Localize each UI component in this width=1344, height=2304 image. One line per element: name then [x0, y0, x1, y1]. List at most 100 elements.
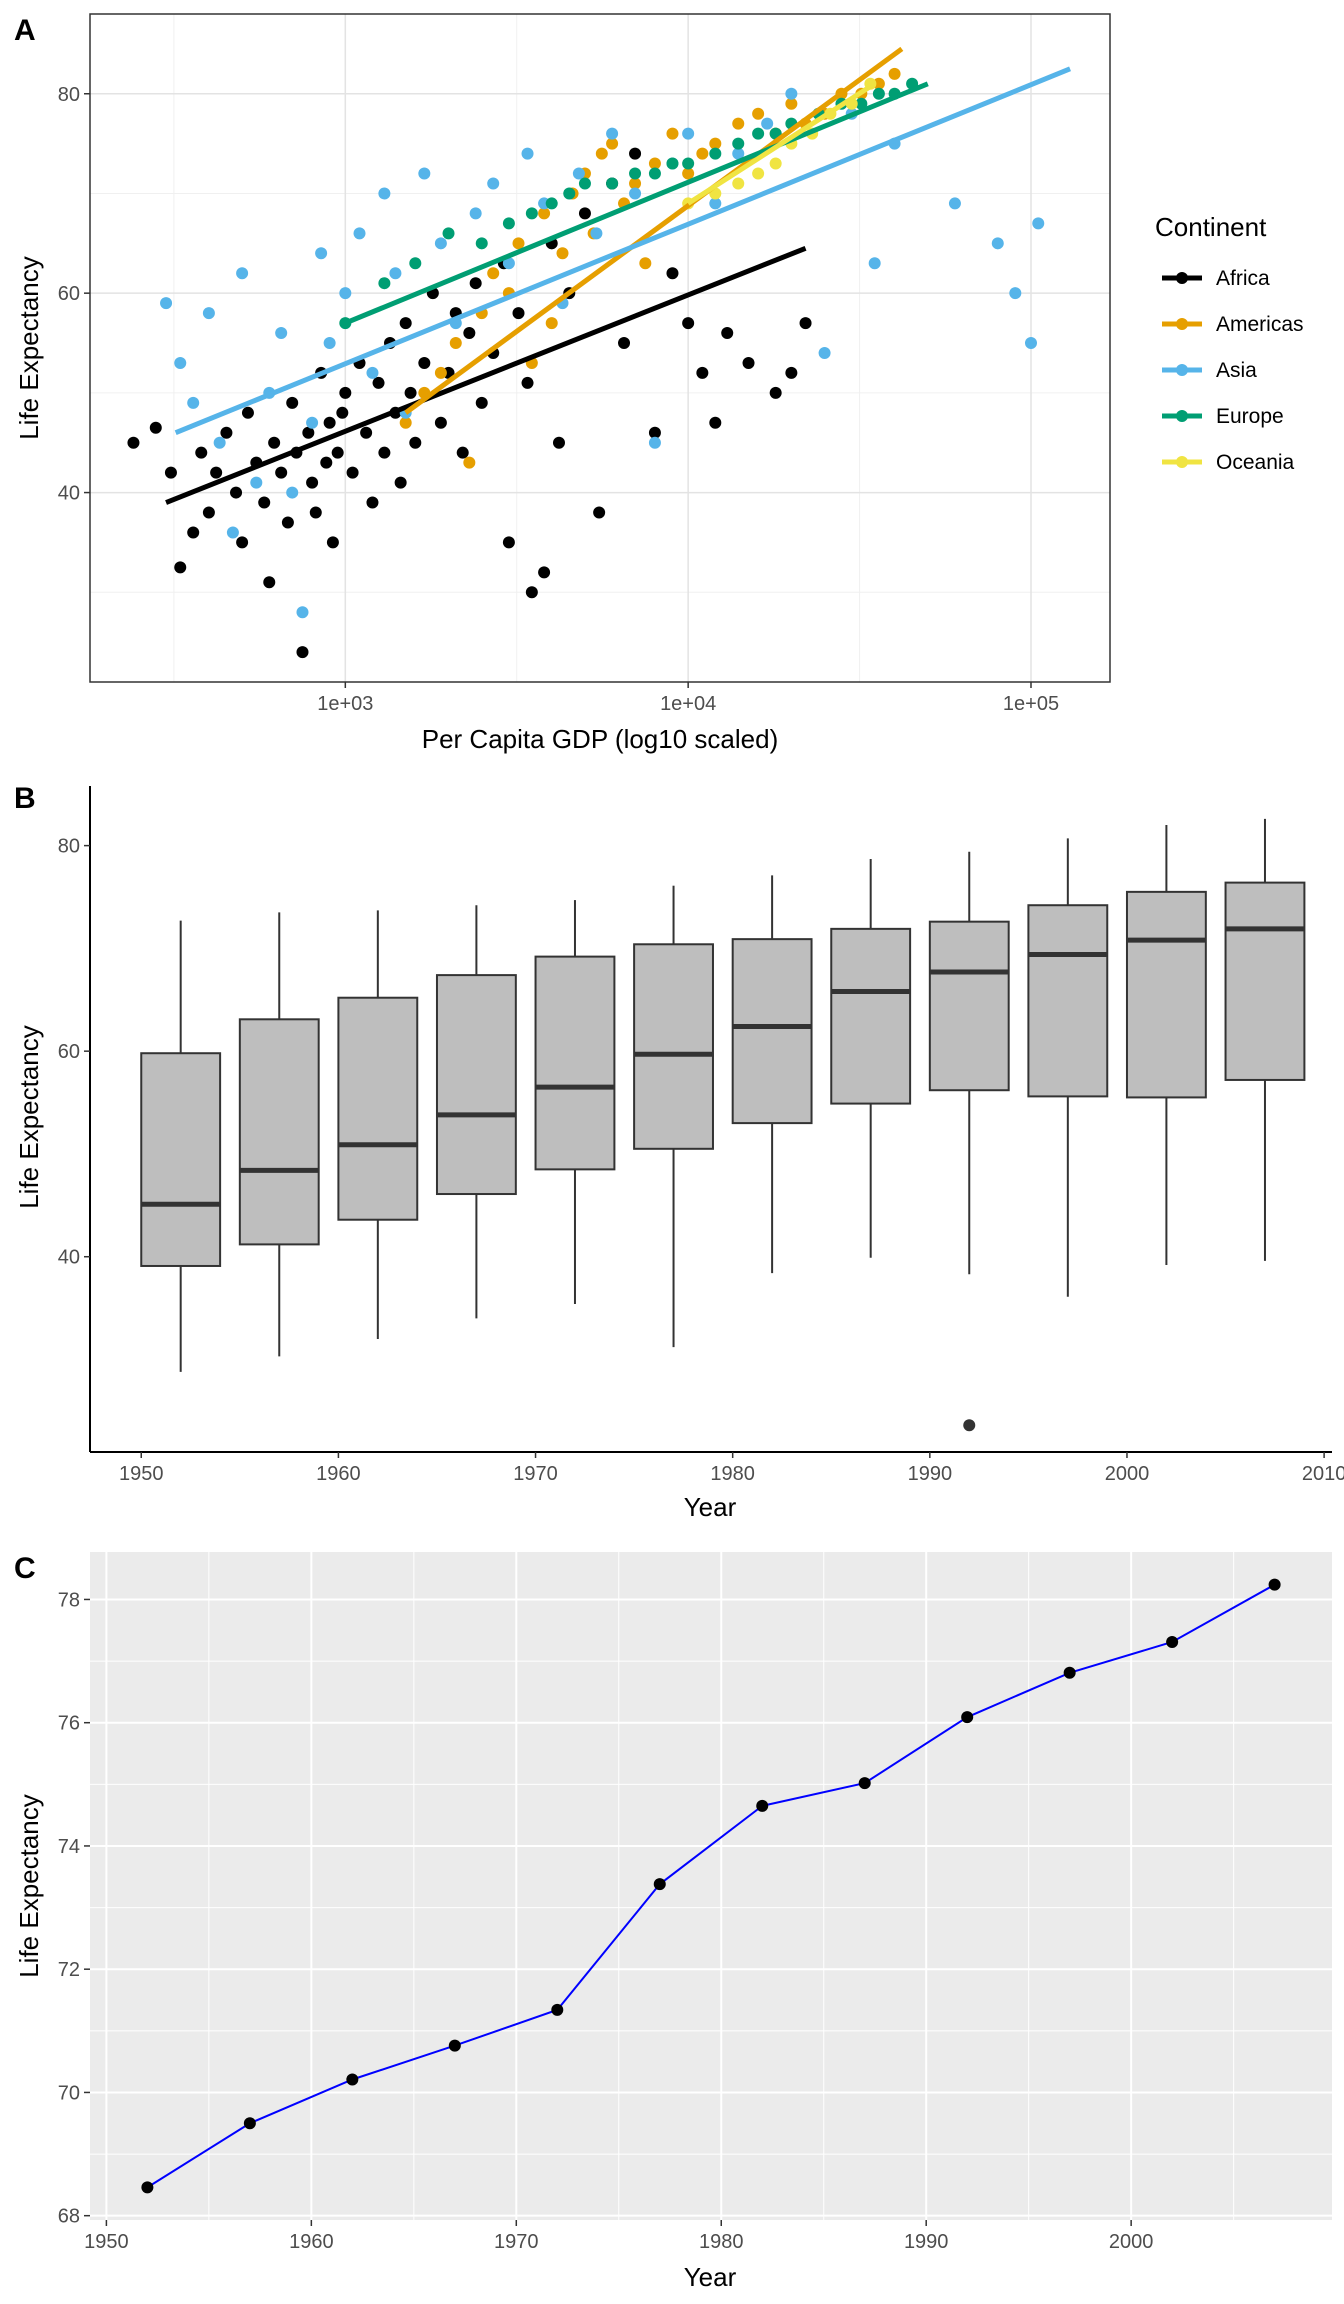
- point-asia: [434, 237, 447, 250]
- point-africa: [475, 396, 488, 409]
- point-americas: [888, 67, 901, 80]
- point-africa: [331, 446, 344, 459]
- point-africa: [263, 576, 276, 589]
- line-point: [551, 2003, 564, 2016]
- point-europe: [629, 167, 642, 180]
- point-africa: [418, 356, 431, 369]
- point-africa: [709, 416, 722, 429]
- legend-label-americas: Americas: [1216, 313, 1304, 336]
- point-africa: [230, 486, 243, 499]
- fit-line-africa: [165, 245, 807, 505]
- point-americas: [399, 416, 412, 429]
- x-tick-label: 1e+03: [317, 693, 373, 715]
- line-point: [448, 2039, 461, 2052]
- point-americas: [682, 167, 695, 180]
- point-asia: [174, 356, 187, 369]
- point-asia: [286, 486, 299, 499]
- panel-a-fit-lines: [165, 46, 1071, 505]
- point-europe: [378, 277, 391, 290]
- y-tick-label: 76: [58, 1713, 80, 1735]
- x-tick-label: 1980: [699, 2231, 744, 2253]
- point-americas: [545, 317, 558, 330]
- point-africa: [195, 446, 208, 459]
- panel-c-plot-background: [90, 1552, 1332, 2220]
- point-americas: [556, 247, 569, 260]
- point-europe: [709, 147, 722, 160]
- point-oceania: [732, 177, 745, 190]
- point-americas: [463, 456, 476, 469]
- point-africa: [258, 496, 271, 509]
- point-africa: [552, 436, 565, 449]
- y-tick-label: 72: [58, 1959, 80, 1981]
- point-africa: [309, 506, 322, 519]
- box-outlier: [963, 1419, 976, 1432]
- x-tick-label: 2010: [1302, 1463, 1344, 1485]
- point-asia: [250, 476, 263, 489]
- point-africa: [399, 317, 412, 330]
- point-asia: [306, 416, 319, 429]
- box-iqr: [928, 920, 1010, 1092]
- point-africa: [366, 496, 379, 509]
- y-tick-label: 60: [58, 1041, 80, 1063]
- point-asia: [606, 127, 619, 140]
- point-asia: [502, 257, 515, 270]
- panel-b-x-axis-title: Year: [684, 1492, 737, 1522]
- panel-a-y-axis-title: Life Expectancy: [14, 256, 44, 440]
- point-asia: [296, 606, 309, 619]
- panel-c-series-line: [146, 1583, 1276, 2189]
- point-asia: [160, 297, 173, 310]
- point-africa: [241, 406, 254, 419]
- legend-key-point-africa: [1176, 272, 1188, 284]
- point-asia: [648, 436, 661, 449]
- panel-b-y-ticks: 40 60 80: [58, 836, 90, 1269]
- point-asia: [389, 267, 402, 280]
- y-tick-label: 74: [58, 1836, 80, 1858]
- point-asia: [682, 127, 695, 140]
- point-europe: [502, 217, 515, 230]
- point-africa: [220, 426, 233, 439]
- point-africa: [306, 476, 319, 489]
- point-americas: [732, 117, 745, 130]
- line-point: [243, 2117, 256, 2130]
- y-tick-label: 40: [58, 1247, 80, 1269]
- legend-key-point-americas: [1176, 318, 1188, 330]
- panel-c-gridlines: [90, 1552, 1332, 2220]
- point-asia: [709, 197, 722, 210]
- point-americas: [606, 137, 619, 150]
- panel-c-points: [141, 1578, 1281, 2194]
- box-iqr: [140, 1052, 222, 1267]
- point-africa: [502, 536, 515, 549]
- point-asia: [275, 327, 288, 340]
- point-americas: [785, 97, 798, 110]
- point-africa: [593, 506, 606, 519]
- point-oceania: [752, 167, 765, 180]
- x-tick-label: 1970: [494, 2231, 539, 2253]
- legend-key-point-oceania: [1176, 456, 1188, 468]
- point-oceania: [769, 157, 782, 170]
- point-africa: [578, 207, 591, 220]
- point-africa: [296, 646, 309, 659]
- x-tick-label: 1990: [904, 2231, 949, 2253]
- point-africa: [769, 386, 782, 399]
- point-africa: [521, 376, 534, 389]
- point-europe: [563, 187, 576, 200]
- point-africa: [682, 317, 695, 330]
- panel-c-y-axis-title: Life Expectancy: [14, 1794, 44, 1978]
- point-africa: [187, 526, 200, 539]
- point-europe: [545, 197, 558, 210]
- point-europe: [475, 237, 488, 250]
- point-asia: [236, 267, 249, 280]
- box-iqr: [238, 1018, 320, 1246]
- point-europe: [872, 87, 885, 100]
- point-africa: [210, 466, 223, 479]
- point-europe: [666, 157, 679, 170]
- x-tick-label: 1960: [316, 1463, 361, 1485]
- point-africa: [275, 466, 288, 479]
- point-asia: [226, 526, 239, 539]
- point-americas: [666, 127, 679, 140]
- point-africa: [512, 307, 525, 320]
- box-iqr: [337, 996, 419, 1221]
- point-asia: [323, 337, 336, 350]
- box-iqr: [830, 927, 912, 1105]
